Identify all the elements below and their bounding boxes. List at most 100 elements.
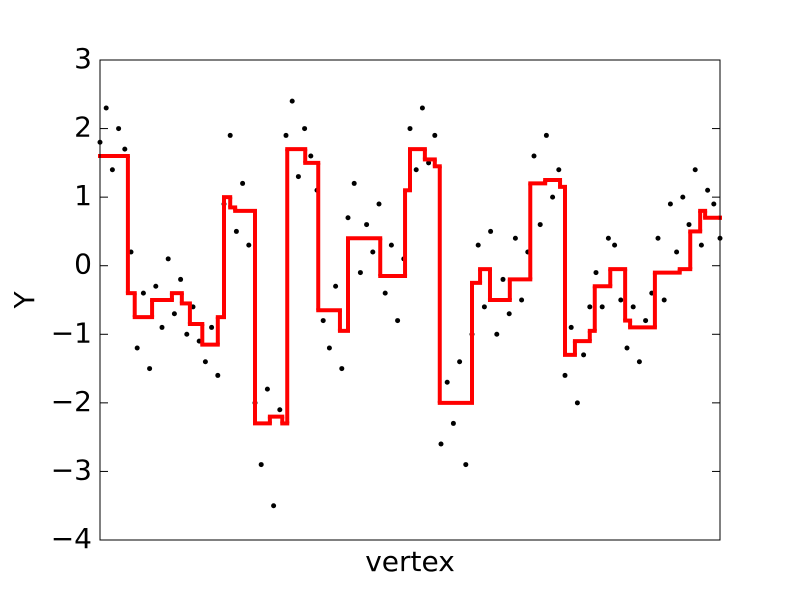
data-point [295,174,301,180]
data-point [661,297,667,303]
data-point [692,167,698,173]
data-point [302,126,308,132]
data-point [153,283,159,289]
data-point [556,167,562,173]
data-point [450,420,456,426]
data-point [568,324,574,330]
data-point [134,345,140,351]
data-point [395,318,401,324]
data-point [240,180,246,186]
data-point [388,242,394,248]
data-point [519,297,525,303]
data-point [531,153,537,159]
data-point [407,126,413,132]
data-point [376,201,382,207]
data-point [636,359,642,365]
data-point [680,194,686,200]
data-point [444,379,450,385]
data-point [432,132,438,138]
y-tick-label: −3 [51,453,92,486]
data-point [543,132,549,138]
x-axis-label: vertex [365,545,455,578]
data-point [711,201,717,207]
data-point [624,345,630,351]
data-point [122,146,128,152]
data-point [283,132,289,138]
data-point [674,249,680,255]
data-point [159,324,165,330]
data-point [202,359,208,365]
data-point [345,215,351,221]
data-point [488,228,494,234]
data-point [308,153,314,159]
data-point [574,400,580,406]
data-point [109,167,115,173]
data-point [184,331,190,337]
data-point [227,132,233,138]
data-point [667,201,673,207]
y-tick-label: −2 [51,385,92,418]
data-point [258,462,264,468]
y-tick-label: 3 [74,42,92,75]
data-point [357,270,363,276]
data-point [140,290,146,296]
data-point [630,304,636,310]
data-point [655,235,661,241]
data-point [494,331,500,337]
data-point [612,242,618,248]
data-point [364,222,370,228]
data-point [147,366,153,372]
data-point [537,222,543,228]
data-point [618,297,624,303]
data-point [178,276,184,282]
data-point [419,105,425,111]
data-point [271,503,277,509]
data-point [550,194,556,200]
data-point [413,167,419,173]
y-axis-label: Y [8,291,41,310]
data-point [277,407,283,413]
data-point [370,249,376,255]
data-point [512,235,518,241]
data-point [351,180,357,186]
data-point [264,386,270,392]
y-tick-label: 2 [74,111,92,144]
data-point [165,256,171,262]
data-point [171,311,177,317]
data-point [209,324,215,330]
data-point [457,359,463,365]
data-point [506,311,512,317]
data-point [326,345,332,351]
data-point [643,318,649,324]
data-point [698,242,704,248]
data-point [705,187,711,193]
data-point [233,228,239,234]
data-point [686,222,692,228]
data-point [599,304,605,310]
data-point [463,462,469,468]
data-point [481,304,487,310]
data-point [116,126,122,132]
data-point [587,304,593,310]
data-point [593,270,599,276]
data-point [103,105,109,111]
data-point [562,372,568,378]
data-point [581,352,587,358]
data-point [475,242,481,248]
data-point [320,318,326,324]
y-tick-label: −1 [51,316,92,349]
y-tick-label: 0 [74,248,92,281]
data-point [246,242,252,248]
y-tick-label: −4 [51,522,92,555]
data-point [339,366,345,372]
data-point [382,290,388,296]
data-point [333,283,339,289]
data-point [426,160,432,166]
data-point [289,98,295,104]
data-point [438,441,444,447]
plot-frame [99,59,721,541]
data-point [500,276,506,282]
